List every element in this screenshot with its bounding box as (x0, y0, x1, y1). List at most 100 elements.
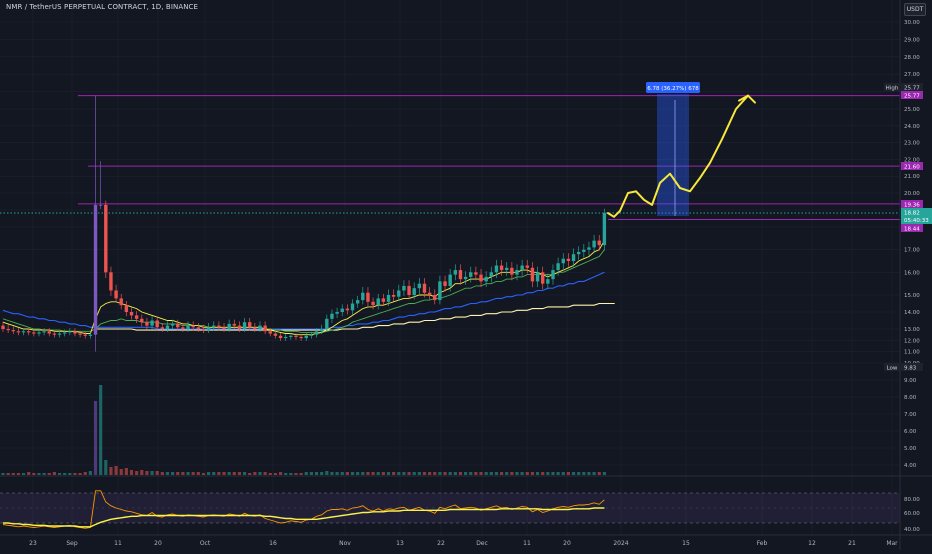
candle-body (314, 331, 319, 335)
level-21-value: 21.60 (904, 165, 920, 171)
volume-bar (499, 472, 504, 475)
volume-bar (237, 472, 242, 475)
volume-bar (494, 472, 499, 475)
candle-body (258, 325, 262, 329)
time-label: 16 (269, 540, 277, 547)
candle-body (278, 335, 283, 339)
price-tick: 20.00 (904, 191, 920, 197)
volume-bar (587, 472, 591, 475)
ema-mid-line (2, 249, 605, 333)
volume-bar (299, 473, 303, 475)
candle-body (546, 279, 550, 284)
volume-bar (551, 472, 555, 475)
candle-body (227, 323, 231, 329)
symbol-title[interactable]: NMR / TetherUS PERPETUAL CONTRACT, 1D, B… (6, 3, 199, 11)
volume-bar (520, 472, 524, 475)
volume-bar (191, 472, 195, 475)
high-tag: High (886, 86, 899, 92)
volume-bar (386, 472, 391, 475)
candle-body (109, 272, 113, 291)
long-position-tool[interactable]: 6.78 (36.27%) 678 (646, 82, 700, 216)
volume-bar (196, 472, 200, 475)
volume-bar (263, 472, 267, 475)
candle-body (248, 322, 252, 328)
volume-bar (1, 473, 5, 475)
candle-body (78, 333, 82, 335)
candle-body (463, 276, 468, 280)
volume-bar (104, 460, 108, 475)
volume-bar (284, 473, 288, 475)
projection-arrow[interactable] (607, 94, 756, 218)
volume-bar (561, 472, 565, 475)
last-price-bg (901, 208, 932, 224)
time-label: 2024 (613, 540, 628, 547)
volume-bar (93, 401, 98, 475)
candle-body (499, 265, 504, 271)
volume-bar (505, 472, 509, 475)
rsi-pane[interactable] (0, 490, 900, 529)
candle-body (597, 240, 601, 246)
candle-body (350, 303, 355, 311)
candle-body (335, 312, 339, 314)
candle-body (576, 251, 581, 255)
candle-body (134, 315, 139, 319)
high-tag-bg (884, 83, 900, 91)
candle-body (160, 327, 165, 329)
volume-bar (438, 472, 442, 475)
candle-body (582, 249, 586, 252)
price-tick: 7.00 (904, 412, 917, 418)
volume-bar (114, 466, 118, 475)
horizontal-levels[interactable] (0, 95, 900, 221)
candle-body (21, 331, 26, 333)
candle-body (140, 318, 144, 323)
time-label: Sep (66, 540, 78, 547)
currency-badge[interactable]: USDT (904, 3, 926, 16)
candle-body (535, 272, 540, 282)
volume-bar (135, 471, 139, 475)
candle-body (284, 336, 288, 339)
volume-bar (592, 472, 596, 475)
candle-body (6, 329, 10, 331)
volume-bar (448, 472, 452, 475)
sma-long-line (95, 302, 615, 331)
rsi-tick: 60.00 (904, 511, 920, 517)
candle-body (47, 331, 51, 334)
volume-bar (37, 473, 41, 475)
candle-body (83, 334, 87, 336)
volume-bar (99, 385, 103, 475)
candle-body (402, 285, 406, 291)
candle-body (32, 332, 36, 334)
volume-bar (21, 473, 26, 475)
volume-bar (278, 472, 283, 475)
volume-bar (57, 473, 62, 475)
candle-body (268, 331, 272, 334)
volume-bar (242, 472, 247, 475)
price-tick: 25.00 (904, 107, 920, 113)
price-tick: 24.00 (904, 124, 920, 130)
candle-body (330, 313, 334, 319)
candle-body (556, 263, 560, 271)
volume-bar (222, 472, 226, 475)
candle-body (263, 325, 267, 332)
time-label: 12 (808, 540, 816, 547)
rsi-tick: 80.00 (904, 497, 920, 503)
candle-body (489, 272, 493, 277)
volume-bar (566, 472, 570, 475)
candle-body (433, 295, 437, 301)
volume-bar (42, 473, 46, 475)
volume-bar (510, 472, 514, 475)
volume-bar (402, 472, 406, 475)
countdown: 05:40:33 (904, 218, 929, 224)
candle-body (479, 274, 483, 282)
projection-arrowhead (738, 94, 756, 104)
volume-bar (433, 472, 437, 475)
volume-bar (181, 472, 185, 475)
time-axis[interactable]: 23 Sep 11 20 Oct 16 Nov 13 22 Dec 11 20 2024 15 Feb 12 2… (29, 540, 898, 547)
candle-body (165, 325, 170, 329)
candle-body (474, 272, 478, 275)
time-label: 22 (437, 540, 445, 547)
rsi-tick: 40.00 (904, 527, 920, 533)
candle-body (587, 247, 591, 250)
